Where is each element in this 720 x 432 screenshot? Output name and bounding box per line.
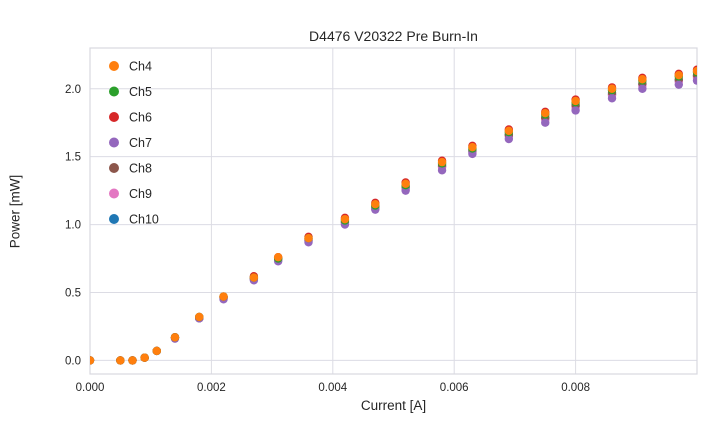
data-point [607,84,617,93]
data-point [371,200,380,209]
y-tick-label: 1.0 [65,220,81,232]
x-tick-label: 0.000 [76,382,105,394]
legend-item-label: Ch8 [129,162,152,176]
x-axis-label: Current [A] [360,398,427,413]
legend-marker [109,163,119,173]
data-point [401,179,410,189]
plot-frame [89,47,698,375]
data-point [674,70,683,80]
data-point [152,346,161,356]
data-point [170,333,180,342]
legend-marker [109,61,119,71]
data-point [571,96,580,106]
data-point [304,233,313,243]
data-point [340,214,350,224]
data-point [504,134,514,144]
data-point [128,356,137,365]
data-point [195,312,204,322]
legend-item-label: Ch6 [129,111,152,125]
data-point [541,118,550,127]
legend-item-label: Ch7 [129,136,152,150]
x-tick-label: 0.006 [440,382,469,394]
data-point [437,157,447,167]
legend-marker [109,188,119,199]
data-point [273,252,283,262]
data-point [541,109,550,118]
x-tick-label: 0.008 [561,382,590,394]
data-point [140,353,149,362]
data-point [692,76,697,85]
legend-marker [109,137,119,148]
x-tick-label: 0.004 [318,382,347,394]
data-point [468,142,477,152]
x-tick-label: 0.002 [197,382,226,394]
legend-marker [109,112,119,122]
data-point [504,126,514,136]
data-point [90,356,95,365]
data-point [116,356,125,365]
legend-item-label: Ch9 [129,187,152,201]
legend-item-label: Ch10 [129,213,159,227]
legend-marker [109,86,119,97]
legend-item-label: Ch5 [129,85,152,99]
data-points-layer [90,65,697,365]
y-tick-label: 1.5 [65,152,81,164]
legend-marker [109,214,119,224]
data-point [638,84,647,93]
data-point [437,166,447,175]
y-tick-label: 2.0 [65,84,81,96]
data-point [571,106,580,115]
data-point [674,80,683,89]
chart-title: D4476 V20322 Pre Burn-In [309,28,478,44]
data-point [219,292,228,301]
y-tick-label: 0.0 [65,355,81,367]
y-tick-label: 0.5 [65,288,81,300]
data-point [607,94,617,103]
data-point [692,66,697,76]
data-point [249,273,259,282]
data-point [638,75,647,84]
legend-item-label: Ch4 [129,60,152,74]
